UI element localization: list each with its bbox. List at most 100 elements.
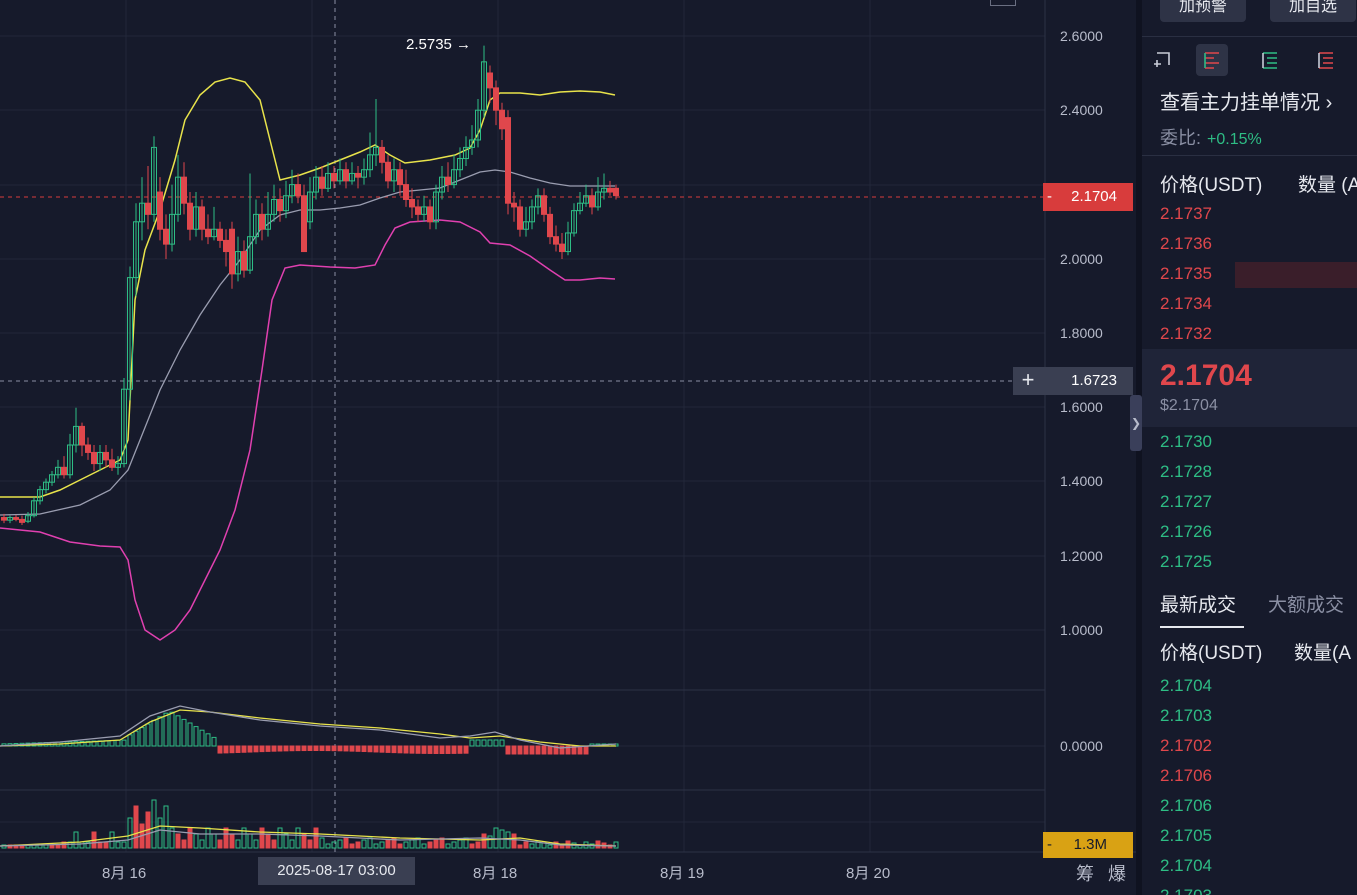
volume-bar	[229, 833, 235, 849]
divider	[1142, 155, 1357, 156]
volume-bar	[295, 827, 301, 849]
chip-distribution-button[interactable]: 筹	[1076, 864, 1094, 884]
macd-bar	[79, 740, 85, 747]
volume-bar	[217, 839, 223, 849]
volume-bar	[529, 843, 535, 849]
candle-body	[169, 213, 175, 245]
volume-bar	[409, 839, 415, 849]
candle-body	[13, 517, 19, 520]
boll-upper-line	[0, 77, 616, 498]
macd-zero-tick: 0.0000	[1060, 738, 1103, 754]
volume-tag: 1.3M	[1043, 832, 1133, 858]
price-tick: 1.0000	[1060, 622, 1103, 638]
candle-body	[541, 195, 547, 215]
add-watchlist-button[interactable]: 加自选	[1270, 0, 1356, 22]
bid-row[interactable]: 2.1726	[1160, 522, 1212, 541]
kline-chart[interactable]: 2.6000 2.4000 2.0000 1.8000 1.6000 1.400…	[0, 0, 1136, 895]
crosshair-price-tag: 1.6723	[1043, 367, 1133, 395]
volume-bar	[271, 839, 277, 849]
trade-row: 2.1703	[1160, 886, 1212, 895]
ask-row[interactable]: 2.1737	[1160, 204, 1212, 223]
candle-body	[487, 72, 493, 89]
trade-price-header: 价格(USDT)	[1160, 643, 1263, 664]
collapse-sidebar-chevron-icon[interactable]: ❯	[1130, 395, 1142, 451]
macd-bar	[247, 745, 253, 753]
bid-row[interactable]: 2.1727	[1160, 492, 1212, 511]
view-main-orders-link[interactable]: 查看主力挂单情况 ›	[1160, 86, 1332, 115]
candle-body	[277, 198, 283, 212]
volume-bar	[517, 844, 523, 849]
volume-bar	[427, 841, 433, 849]
macd-bar	[259, 745, 265, 753]
ask-depth-bar	[1235, 262, 1357, 288]
macd-bar	[457, 745, 463, 754]
x-axis-label: 8月 19	[660, 865, 705, 882]
candle-body	[613, 187, 619, 197]
candle-body	[415, 206, 421, 215]
candle-body	[529, 206, 535, 223]
bid-row[interactable]: 2.1728	[1160, 462, 1212, 481]
order-book-sell-icon[interactable]	[1310, 44, 1342, 76]
bid-row[interactable]: 2.1725	[1160, 552, 1212, 571]
macd-bar	[181, 718, 187, 747]
volume-bar	[457, 839, 463, 849]
tab-large-trades[interactable]: 大额成交	[1268, 595, 1345, 616]
ask-row[interactable]: 2.1734	[1160, 294, 1212, 313]
volume-bar	[85, 841, 91, 849]
candle-body	[55, 466, 61, 476]
macd-bar	[379, 745, 385, 753]
macd-bar	[433, 745, 439, 754]
order-book-buy-icon[interactable]	[1254, 44, 1286, 76]
candle-body	[73, 425, 79, 446]
candle-body	[19, 518, 25, 523]
candle-body	[133, 221, 139, 279]
candle-body	[205, 228, 211, 238]
candle-body	[43, 481, 49, 491]
candle-body	[607, 187, 613, 193]
macd-bar	[427, 745, 433, 754]
mid-price-usd: $2.1704	[1160, 397, 1218, 414]
order-book-both-icon[interactable]	[1196, 44, 1228, 76]
macd-bar	[73, 741, 79, 747]
macd-bar	[469, 739, 475, 747]
trade-row: 2.1706	[1160, 766, 1212, 785]
chart-settings-icon[interactable]	[990, 0, 1016, 6]
chart-canvas[interactable]	[0, 0, 1136, 895]
candle-body	[241, 251, 247, 271]
candle-body	[319, 176, 325, 189]
macd-bar	[187, 722, 193, 747]
candle-body	[571, 210, 577, 234]
macd-bar	[169, 711, 175, 747]
macd-bar	[319, 745, 325, 752]
macd-bar	[439, 745, 445, 754]
ask-row[interactable]: 2.1735	[1160, 264, 1212, 283]
macd-bar	[283, 745, 289, 752]
candle-body	[49, 474, 55, 483]
price-tick: 1.6000	[1060, 399, 1103, 415]
candle-body	[157, 191, 163, 230]
ask-row[interactable]: 2.1732	[1160, 324, 1212, 343]
volume-bar	[49, 844, 55, 849]
volume-bar	[283, 833, 289, 849]
volume-bar	[613, 841, 619, 849]
bid-row[interactable]: 2.1730	[1160, 432, 1212, 451]
tab-latest-trades[interactable]: 最新成交	[1160, 595, 1237, 616]
candle-body	[553, 236, 559, 245]
macd-bar	[241, 745, 247, 753]
macd-bar	[463, 745, 469, 754]
volume-bar	[325, 843, 331, 849]
volume-bar	[265, 833, 271, 849]
macd-bar	[535, 745, 541, 755]
macd-bar	[451, 745, 457, 754]
candle-body	[337, 169, 343, 182]
corner-select-icon[interactable]	[1148, 44, 1180, 76]
liquidation-button[interactable]: 爆	[1108, 864, 1126, 884]
macd-bar	[127, 734, 133, 747]
macd-bar	[277, 745, 283, 752]
ask-row[interactable]: 2.1736	[1160, 234, 1212, 253]
add-alert-plus-icon[interactable]: +	[1013, 367, 1043, 395]
macd-bar	[547, 745, 553, 755]
add-alert-button[interactable]: 加预警	[1160, 0, 1246, 22]
macd-bar	[523, 745, 529, 755]
volume-bar	[157, 817, 163, 849]
